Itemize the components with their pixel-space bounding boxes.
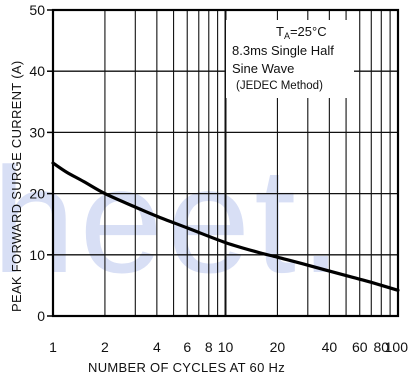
annotation-pulse: 8.3ms Single Half: [232, 43, 334, 58]
y-tick-label: 20: [29, 186, 45, 202]
annotation-background: [226, 20, 354, 98]
annotation-method: (JEDEC Method): [236, 80, 323, 92]
x-tick-label: 2: [101, 339, 109, 355]
x-tick-label: 60: [352, 339, 368, 355]
x-tick-label: 100: [385, 339, 409, 355]
x-tick-label: 20: [270, 339, 286, 355]
y-tick-label: 10: [29, 247, 45, 263]
y-tick-label: 30: [29, 124, 45, 140]
x-tick-label: 10: [218, 339, 234, 355]
annotation-temperature: TA=25°C: [276, 24, 327, 41]
x-tick-label: 6: [183, 339, 191, 355]
x-tick-label: 40: [322, 339, 338, 355]
y-tick-label: 40: [29, 63, 45, 79]
y-tick-label: 0: [37, 308, 45, 324]
x-tick-label: 80: [373, 339, 389, 355]
x-axis-label: NUMBER OF CYCLES AT 60 Hz: [88, 360, 285, 375]
x-tick-label: 1: [49, 339, 57, 355]
annotation-waveform: Sine Wave: [232, 61, 294, 76]
y-tick-label: 50: [29, 2, 45, 18]
y-axis-label: PEAK FORWARD SURGE CURRENT (A): [9, 61, 24, 312]
watermark: heet.: [0, 136, 346, 304]
y-axis-ticks: 0 10 20 30 40 50: [29, 2, 53, 324]
x-tick-label: 8: [205, 339, 213, 355]
x-tick-label: 4: [153, 339, 161, 355]
surge-current-curve: [51, 161, 400, 292]
